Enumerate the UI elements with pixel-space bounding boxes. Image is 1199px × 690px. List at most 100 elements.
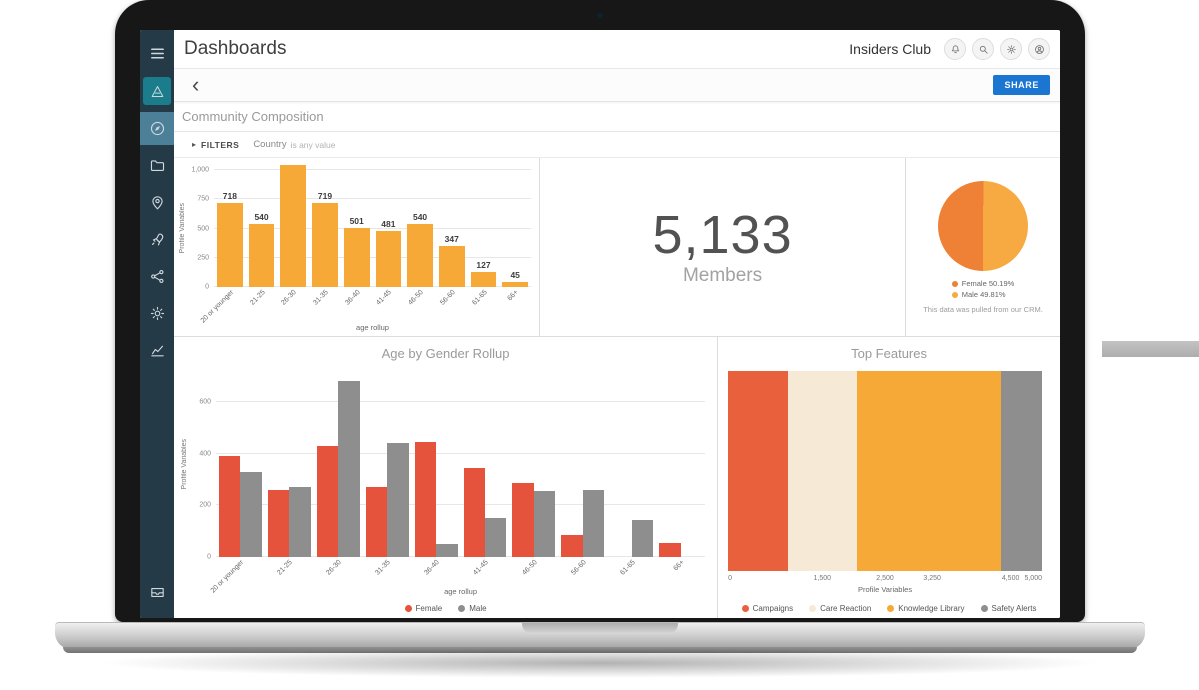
sidebar-item-menu[interactable] bbox=[140, 37, 174, 70]
x-tick-label: 66+ bbox=[672, 559, 686, 573]
gridline bbox=[216, 504, 706, 506]
laptop-shadow-strip bbox=[1102, 341, 1199, 357]
bar-female bbox=[267, 489, 290, 557]
bar-female bbox=[463, 467, 485, 557]
bar-value-label: 45 bbox=[510, 269, 520, 280]
gender-pie-chart: Female 50.19% Male 49.81% This data was p… bbox=[906, 158, 1060, 336]
x-tick-label: 61-65 bbox=[470, 289, 489, 307]
bar-group bbox=[216, 371, 265, 557]
members-label: Members bbox=[682, 264, 763, 286]
sidebar-item-campaigns[interactable] bbox=[140, 223, 174, 256]
dashboard-toolbar: ‹ SHARE bbox=[174, 69, 1060, 102]
sidebar-item-logo[interactable] bbox=[143, 77, 171, 105]
filters-label[interactable]: FILTERS bbox=[201, 139, 240, 150]
filters-expand-icon[interactable]: ▸ bbox=[192, 140, 197, 149]
filters-bar[interactable]: ▸ FILTERS Country is any value bbox=[174, 132, 1060, 158]
bar: 540 bbox=[248, 212, 275, 287]
filter-field[interactable]: Country bbox=[253, 139, 287, 150]
sidebar-item-community[interactable] bbox=[140, 260, 174, 293]
bar-male bbox=[436, 544, 458, 557]
bell-icon bbox=[951, 44, 959, 53]
bar-female bbox=[219, 456, 241, 557]
bar-male bbox=[387, 443, 409, 557]
bar-group bbox=[558, 371, 607, 557]
bar-group bbox=[461, 371, 510, 557]
top-features-chart: 0 1,500 2,500 3,250 4,500 5,000 Profile Variab… bbox=[718, 365, 1060, 598]
x-tick-label: 20 or younger bbox=[209, 559, 246, 595]
x-tick-label: 26-30 bbox=[280, 289, 299, 307]
bar-value-label: 481 bbox=[381, 218, 396, 229]
top-features-tile: Top Features 0 1,500 2,500 3,250 4,500 5,000 P… bbox=[718, 337, 1060, 618]
bar-male bbox=[240, 471, 262, 557]
bar-group bbox=[363, 371, 412, 557]
gridline bbox=[214, 286, 532, 287]
sidebar-item-locations[interactable] bbox=[140, 186, 174, 219]
bar-value-label: 718 bbox=[222, 191, 237, 201]
x-tick-label: 46-50 bbox=[521, 559, 539, 577]
pie-legend: Female 50.19% Male 49.81% bbox=[951, 279, 1015, 299]
sidebar-item-content[interactable] bbox=[140, 149, 174, 182]
search-button[interactable] bbox=[972, 38, 994, 60]
bar-group bbox=[656, 371, 705, 557]
bar-group bbox=[265, 371, 314, 557]
age-distribution-tile: Profile Variables 1,000 750 500 250 0 718 540 71… bbox=[174, 158, 540, 336]
back-icon[interactable]: ‹ bbox=[192, 72, 200, 98]
x-axis: 0 1,500 2,500 3,250 4,500 5,000 bbox=[728, 574, 1042, 585]
bar-female bbox=[365, 487, 388, 557]
x-tick-label: 4,500 bbox=[1001, 575, 1020, 582]
x-axis: 20 or younger 21-25 26-30 31-35 36-40 41-45 46… bbox=[199, 287, 531, 324]
sidebar-item-dashboards[interactable] bbox=[140, 112, 174, 145]
bar-group bbox=[412, 371, 461, 557]
x-tick-label: 46-50 bbox=[407, 289, 426, 307]
notifications-button[interactable] bbox=[944, 38, 966, 60]
bars: 718 540 719 501 481 540 347 127 45 bbox=[214, 165, 531, 287]
y-axis-label: Profile Variables bbox=[178, 203, 186, 254]
tiles-grid: Profile Variables 1,000 750 500 250 0 718 540 71… bbox=[174, 158, 1060, 618]
y-tick-label: 200 bbox=[199, 501, 211, 509]
members-count: 5,133 bbox=[652, 204, 793, 265]
x-tick-label: 5,000 bbox=[1024, 575, 1042, 582]
x-tick-label: 36-40 bbox=[423, 559, 442, 577]
settings-button[interactable] bbox=[1000, 38, 1022, 60]
legend-item: Care Reaction bbox=[809, 604, 871, 613]
bar-male bbox=[631, 519, 654, 557]
sidebar-item-settings[interactable] bbox=[140, 297, 174, 330]
x-tick-label: 3,250 bbox=[923, 575, 941, 582]
plot-area: 718 540 719 501 481 540 347 127 45 bbox=[214, 165, 532, 287]
top-header: Dashboards Insiders Club bbox=[174, 30, 1060, 69]
members-stat: 5,133 Members bbox=[540, 158, 905, 336]
bars bbox=[216, 371, 705, 557]
x-tick-label: 56-60 bbox=[570, 559, 588, 577]
x-tick-label: 26-30 bbox=[325, 559, 344, 577]
sidebar-item-library[interactable] bbox=[140, 576, 174, 609]
legend-item: Safety Alerts bbox=[980, 604, 1036, 613]
legend-item: Female 50.19% bbox=[951, 279, 1014, 288]
sidebar-item-analytics[interactable] bbox=[140, 334, 174, 367]
laptop-frame: Dashboards Insiders Club bbox=[115, 0, 1085, 622]
bar-group: 719 bbox=[309, 170, 341, 287]
x-tick-label: 36-40 bbox=[344, 289, 362, 307]
y-tick-label: 1,000 bbox=[191, 166, 209, 174]
sidebar bbox=[140, 30, 174, 618]
y-axis: 1,000 750 500 250 0 bbox=[188, 166, 214, 291]
logo-icon bbox=[150, 84, 165, 99]
bar-group: 718 bbox=[214, 170, 246, 287]
y-tick-label: 250 bbox=[197, 254, 209, 262]
bar-value-label: 540 bbox=[412, 211, 428, 222]
chart-icon bbox=[149, 342, 166, 359]
x-tick-label: 0 bbox=[728, 575, 733, 582]
bar bbox=[280, 165, 307, 287]
share-button[interactable]: SHARE bbox=[993, 75, 1050, 95]
filter-value[interactable]: is any value bbox=[290, 139, 336, 150]
bar: 718 bbox=[217, 191, 243, 287]
user-icon bbox=[1034, 44, 1044, 54]
legend-item: Male 49.81% bbox=[951, 290, 1015, 299]
bar: 45 bbox=[502, 270, 529, 287]
segment-knowledge-library bbox=[856, 371, 1002, 571]
account-button[interactable] bbox=[1028, 38, 1050, 60]
bar-male bbox=[484, 518, 507, 557]
dashboard-app: Dashboards Insiders Club bbox=[140, 30, 1060, 618]
rocket-icon bbox=[149, 231, 166, 248]
y-tick-label: 0 bbox=[205, 283, 209, 291]
x-tick-label: 66+ bbox=[506, 289, 521, 303]
